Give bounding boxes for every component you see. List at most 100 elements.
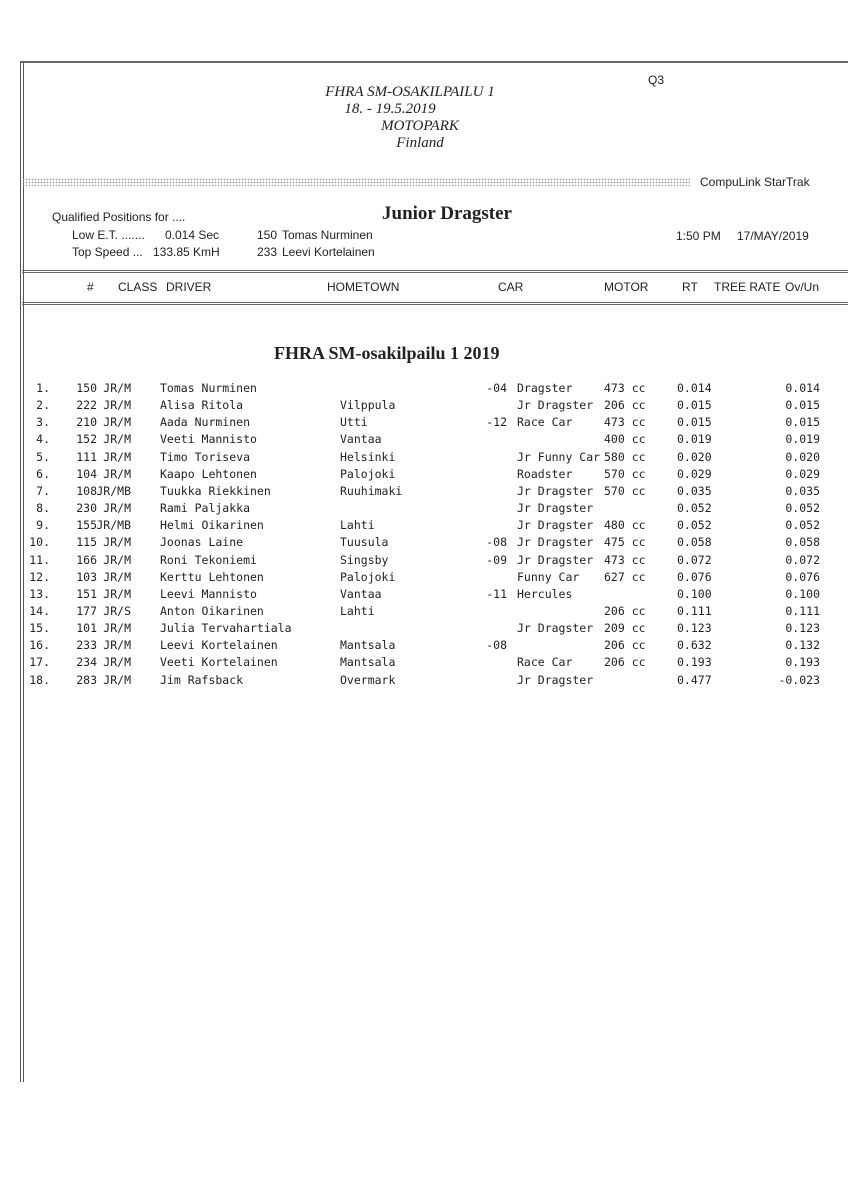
cell-driver: Rami Paljakka [160, 501, 251, 516]
cell-car: Jr Dragster [517, 535, 594, 550]
cell-motor: 206 cc [604, 398, 646, 413]
cell-car: Jr Dragster [517, 398, 594, 413]
cell-reaction-time: 0.035 [677, 483, 712, 498]
event-dates: 18. - 19.5.2019 [344, 101, 436, 117]
cell-position: 7. [36, 483, 50, 498]
table-row: 17. 234 JR/M Veeti Kortelainen Mantsala Race … [0, 655, 848, 672]
cell-class: JR/M [103, 655, 131, 670]
cell-ov-un: 0.035 [785, 483, 820, 498]
cell-motor: 209 cc [604, 621, 646, 636]
cell-class: JR/M [103, 535, 131, 550]
top-speed-number: 233 [257, 245, 278, 259]
table-row: 7. 108 JR/MB Tuukka Riekkinen Ruuhimaki Jr Dr… [0, 484, 848, 501]
cell-ov-un: 0.020 [785, 449, 820, 464]
cell-driver: Aada Nurminen [160, 415, 251, 430]
col-tree-rate: TREE RATE [714, 280, 781, 294]
cell-motor: 570 cc [604, 483, 646, 498]
cell-ov-un: 0.132 [785, 638, 820, 653]
dotted-band [22, 178, 690, 186]
cell-motor: 570 cc [604, 466, 646, 481]
cell-hometown: Mantsala [340, 655, 396, 670]
cell-position: 12. [29, 569, 50, 584]
cell-class: JR/MB [96, 518, 131, 533]
low-et-number: 150 [257, 228, 278, 242]
cell-reaction-time: 0.123 [677, 621, 712, 636]
cell-reaction-time: 0.052 [677, 501, 712, 516]
table-row: 14. 177 JR/S Anton Oikarinen Lahti 206 cc 0.11… [0, 604, 848, 621]
cell-car-suffix: -08 [486, 535, 507, 550]
cell-car-number: 166 [76, 552, 97, 567]
cell-class: JR/M [103, 449, 131, 464]
top-speed-value: 133.85 KmH [153, 245, 220, 259]
cell-motor: 473 cc [604, 415, 646, 430]
cell-hometown: Palojoki [340, 466, 396, 481]
table-row: 8. 230 JR/M Rami Paljakka Jr Dragster 0.052 0.… [0, 501, 848, 518]
cell-position: 4. [36, 432, 50, 447]
cell-car: Jr Dragster [517, 518, 594, 533]
cell-position: 10. [29, 535, 50, 550]
cell-car-suffix: -04 [486, 381, 507, 395]
col-ov-un: Ov/Un [785, 280, 820, 294]
cell-reaction-time: 0.052 [677, 518, 712, 533]
table-row: 11. 166 JR/M Roni Tekoniemi Singsby -09 Jr Dra… [0, 553, 848, 570]
cell-car: Jr Dragster [517, 501, 594, 516]
cell-car-number: 233 [76, 638, 97, 653]
col-car: CAR [498, 280, 524, 294]
table-row: 18. 283 JR/M Jim Rafsback Overmark Jr Dragste… [0, 673, 848, 690]
cell-car: Jr Funny Car [517, 449, 601, 464]
col-num: # [87, 280, 94, 294]
cell-car-suffix: -09 [486, 552, 507, 567]
cell-car: Jr Dragster [517, 672, 594, 687]
cell-reaction-time: 0.015 [677, 415, 712, 430]
cell-ov-un: 0.111 [785, 603, 820, 618]
cell-ov-un: 0.019 [785, 432, 820, 447]
cell-car-number: 150 [76, 381, 97, 395]
cell-position: 8. [36, 501, 50, 516]
cell-car-number: 155 [76, 518, 97, 533]
cell-car-number: 234 [76, 655, 97, 670]
table-row: 4. 152 JR/M Veeti Mannisto Vantaa 400 cc 0.019… [0, 432, 848, 449]
cell-car: Roadster [517, 466, 573, 481]
cell-class: JR/M [103, 672, 131, 687]
cell-car-number: 177 [76, 603, 97, 618]
cell-position: 1. [36, 381, 50, 395]
cell-position: 15. [29, 621, 50, 636]
cell-car-number: 115 [76, 535, 97, 550]
cell-driver: Kerttu Lehtonen [160, 569, 264, 584]
cell-car-suffix: -11 [486, 586, 507, 601]
col-driver: DRIVER [166, 280, 212, 294]
cell-car: Jr Dragster [517, 483, 594, 498]
system-label: CompuLink StarTrak [700, 175, 810, 189]
cell-car-number: 230 [76, 501, 97, 516]
cell-driver: Timo Toriseva [160, 449, 251, 464]
cell-position: 3. [36, 415, 50, 430]
cell-ov-un: -0.023 [778, 672, 820, 687]
col-motor: MOTOR [604, 280, 649, 294]
event-venue: MOTOPARK [381, 118, 459, 134]
cell-car-number: 151 [76, 586, 97, 601]
cell-motor: 400 cc [604, 432, 646, 447]
cell-position: 17. [29, 655, 50, 670]
cell-class: JR/M [103, 415, 131, 430]
cell-reaction-time: 0.477 [677, 672, 712, 687]
cell-ov-un: 0.015 [785, 415, 820, 430]
cell-reaction-time: 0.014 [677, 381, 712, 395]
cell-class: JR/M [103, 569, 131, 584]
cell-position: 9. [36, 518, 50, 533]
cell-reaction-time: 0.193 [677, 655, 712, 670]
cell-driver: Joonas Laine [160, 535, 244, 550]
cell-position: 16. [29, 638, 50, 653]
cell-hometown: Overmark [340, 672, 396, 687]
cell-ov-un: 0.058 [785, 535, 820, 550]
cell-class: JR/M [103, 466, 131, 481]
cell-driver: Alisa Ritola [160, 398, 244, 413]
low-et-label: Low E.T. ....... [72, 228, 145, 242]
col-rt: RT [682, 280, 698, 294]
cell-class: JR/M [103, 398, 131, 413]
cell-ov-un: 0.072 [785, 552, 820, 567]
table-row: 6. 104 JR/M Kaapo Lehtonen Palojoki Roadster 5… [0, 467, 848, 484]
cell-driver: Helmi Oikarinen [160, 518, 264, 533]
table-row: 1. 150 JR/M Tomas Nurminen -04 Dragster 473 cc… [0, 381, 848, 398]
cell-driver: Leevi Mannisto [160, 586, 257, 601]
cell-hometown: Singsby [340, 552, 389, 567]
